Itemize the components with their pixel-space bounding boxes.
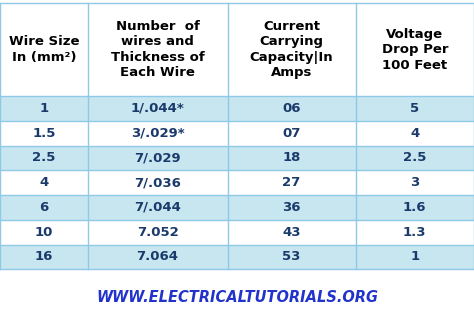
Bar [228, 3, 356, 96]
Bar [0, 96, 88, 121]
Bar [88, 146, 228, 170]
Bar [0, 170, 88, 195]
Text: 1/.044*: 1/.044* [131, 102, 184, 115]
Text: 7/.036: 7/.036 [134, 176, 181, 189]
Text: Voltage
Drop Per
100 Feet: Voltage Drop Per 100 Feet [382, 28, 448, 72]
Text: 1: 1 [39, 102, 48, 115]
Bar [228, 195, 356, 220]
Bar [228, 220, 356, 244]
Bar [0, 244, 88, 269]
Text: 1.5: 1.5 [32, 127, 55, 140]
Bar [228, 146, 356, 170]
Text: 7.052: 7.052 [137, 226, 179, 239]
Text: 36: 36 [282, 201, 301, 214]
Bar [356, 146, 474, 170]
Bar [0, 220, 88, 244]
Bar [356, 96, 474, 121]
Bar [356, 244, 474, 269]
Bar [88, 220, 228, 244]
Bar [88, 244, 228, 269]
Bar [356, 170, 474, 195]
Text: 2.5: 2.5 [32, 152, 55, 164]
Text: 3: 3 [410, 176, 419, 189]
Text: 3/.029*: 3/.029* [131, 127, 184, 140]
Bar [228, 96, 356, 121]
Text: 4: 4 [410, 127, 419, 140]
Text: 18: 18 [283, 152, 301, 164]
Text: 07: 07 [283, 127, 301, 140]
Bar [356, 195, 474, 220]
Text: 43: 43 [282, 226, 301, 239]
Text: Number  of
wires and
Thickness of
Each Wire: Number of wires and Thickness of Each Wi… [111, 20, 204, 79]
Text: 1.3: 1.3 [403, 226, 427, 239]
Bar [0, 3, 88, 96]
Bar [228, 170, 356, 195]
Text: 06: 06 [282, 102, 301, 115]
Text: Current
Carrying
Capacity|In
Amps: Current Carrying Capacity|In Amps [250, 20, 333, 79]
Bar [88, 3, 228, 96]
Text: 16: 16 [35, 250, 53, 263]
Text: 4: 4 [39, 176, 48, 189]
Bar [356, 121, 474, 146]
Bar [228, 121, 356, 146]
Text: 7/.044: 7/.044 [134, 201, 181, 214]
Text: 7.064: 7.064 [137, 250, 179, 263]
Text: 2.5: 2.5 [403, 152, 427, 164]
Bar [88, 96, 228, 121]
Bar [228, 244, 356, 269]
Bar [88, 170, 228, 195]
Text: 1: 1 [410, 250, 419, 263]
Bar [0, 146, 88, 170]
Text: 1.6: 1.6 [403, 201, 427, 214]
Text: 5: 5 [410, 102, 419, 115]
Bar [88, 195, 228, 220]
Text: 27: 27 [283, 176, 301, 189]
Bar [356, 220, 474, 244]
Text: 10: 10 [35, 226, 53, 239]
Bar [0, 121, 88, 146]
Text: 53: 53 [283, 250, 301, 263]
Text: 7/.029: 7/.029 [134, 152, 181, 164]
Text: Wire Size
In (mm²): Wire Size In (mm²) [9, 35, 79, 64]
Bar [356, 3, 474, 96]
Text: WWW.ELECTRICALTUTORIALS.ORG: WWW.ELECTRICALTUTORIALS.ORG [96, 290, 378, 305]
Bar [88, 121, 228, 146]
Bar [0, 195, 88, 220]
Text: 6: 6 [39, 201, 48, 214]
